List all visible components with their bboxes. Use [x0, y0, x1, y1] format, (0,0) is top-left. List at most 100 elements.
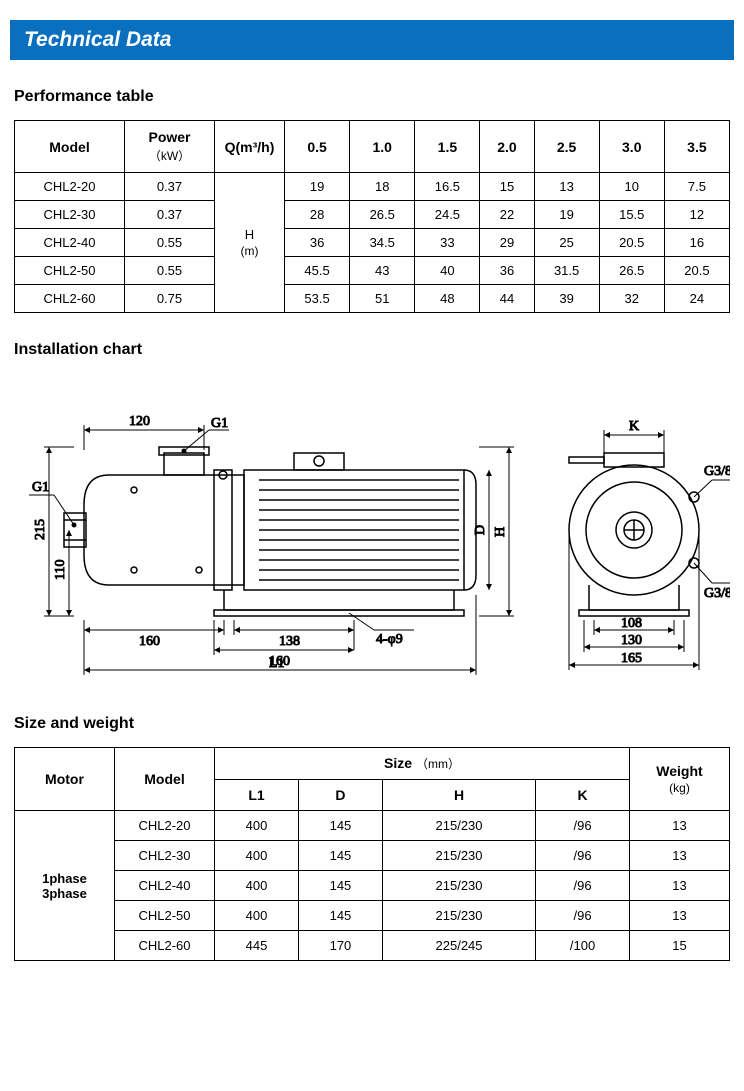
dim-160a: 160 [139, 634, 160, 649]
col-weight: Weight (kg) [630, 748, 730, 811]
dim-L1: L1 [269, 656, 285, 671]
banner-title: Technical Data [10, 20, 734, 60]
cell: 33 [415, 229, 480, 257]
cell: 25 [534, 229, 599, 257]
cell: 0.75 [125, 285, 215, 313]
cell: 28 [285, 201, 350, 229]
col-q: Q(m³/h) [215, 121, 285, 173]
cell: 26.5 [599, 257, 664, 285]
cell: CHL2-20 [115, 811, 215, 841]
cell: 7.5 [664, 173, 729, 201]
cell: 40 [415, 257, 480, 285]
cell: CHL2-20 [15, 173, 125, 201]
cell: 32 [599, 285, 664, 313]
perf-heading: Performance table [14, 88, 730, 106]
cell: CHL2-30 [115, 841, 215, 871]
cell: /96 [536, 811, 630, 841]
cell: 39 [534, 285, 599, 313]
col-model: Model [115, 748, 215, 811]
cell: 215/230 [382, 811, 535, 841]
cell: 53.5 [285, 285, 350, 313]
table-row: CHL2-50 0.55 45.5 43 40 36 31.5 26.5 20.… [15, 257, 730, 285]
cell: 24.5 [415, 201, 480, 229]
cell: CHL2-60 [115, 931, 215, 961]
cell: 20.5 [599, 229, 664, 257]
dim-108: 108 [621, 616, 642, 631]
cell: 215/230 [382, 871, 535, 901]
cell: /96 [536, 841, 630, 871]
cell: CHL2-40 [15, 229, 125, 257]
cell: 15 [480, 173, 534, 201]
cell: 16.5 [415, 173, 480, 201]
col-K: K [536, 780, 630, 811]
cell: 44 [480, 285, 534, 313]
performance-table: Model Power （kW） Q(m³/h) 0.5 1.0 1.5 2.0… [14, 120, 730, 313]
cell: 170 [298, 931, 382, 961]
cell: 20.5 [664, 257, 729, 285]
cell: /96 [536, 901, 630, 931]
cell: 13 [534, 173, 599, 201]
table-row: CHL2-60 0.75 53.5 51 48 44 39 32 24 [15, 285, 730, 313]
col-motor: Motor [15, 748, 115, 811]
cell: 145 [298, 841, 382, 871]
size-unit: （mm） [416, 757, 460, 771]
cell: 0.37 [125, 173, 215, 201]
cell: 24 [664, 285, 729, 313]
cell: 400 [215, 841, 299, 871]
label-g1-top: G1 [211, 416, 228, 431]
size-heading: Size and weight [14, 715, 730, 733]
cell: 29 [480, 229, 534, 257]
cell: CHL2-50 [15, 257, 125, 285]
dim-138: 138 [279, 634, 300, 649]
cell: 19 [534, 201, 599, 229]
table-row: CHL2-40 400 145 215/230 /96 13 [15, 871, 730, 901]
table-row: CHL2-40 0.55 36 34.5 33 29 25 20.5 16 [15, 229, 730, 257]
cell: 215/230 [382, 841, 535, 871]
col-power-unit: （kW） [129, 147, 210, 164]
label-g1-left: G1 [32, 480, 49, 495]
cell: 445 [215, 931, 299, 961]
cell: 13 [630, 811, 730, 841]
cell: 400 [215, 811, 299, 841]
h-unit: (m) [219, 244, 280, 258]
label-holes: 4-φ9 [376, 632, 403, 647]
col-f1: 1.0 [350, 121, 415, 173]
cell: 225/245 [382, 931, 535, 961]
cell: 400 [215, 871, 299, 901]
col-f5: 3.0 [599, 121, 664, 173]
dim-215: 215 [33, 519, 48, 540]
table-row: 1phase 3phase CHL2-20 400 145 215/230 /9… [15, 811, 730, 841]
size-label: Size [384, 755, 412, 771]
cell: 145 [298, 871, 382, 901]
cell: 36 [285, 229, 350, 257]
cell: 0.55 [125, 229, 215, 257]
table-row: CHL2-30 400 145 215/230 /96 13 [15, 841, 730, 871]
cell: 145 [298, 901, 382, 931]
col-f6: 3.5 [664, 121, 729, 173]
cell: CHL2-60 [15, 285, 125, 313]
cell: 12 [664, 201, 729, 229]
dim-K: K [629, 419, 639, 434]
weight-unit: (kg) [669, 781, 690, 795]
install-heading: Installation chart [14, 341, 730, 359]
dim-130: 130 [621, 633, 642, 648]
col-power: Power （kW） [125, 121, 215, 173]
cell: 0.55 [125, 257, 215, 285]
cell: 22 [480, 201, 534, 229]
cell: 51 [350, 285, 415, 313]
cell: 0.37 [125, 201, 215, 229]
cell: 31.5 [534, 257, 599, 285]
dim-D: D [473, 525, 488, 535]
cell: /96 [536, 871, 630, 901]
cell: 34.5 [350, 229, 415, 257]
cell: 13 [630, 841, 730, 871]
cell: 15.5 [599, 201, 664, 229]
cell: 13 [630, 901, 730, 931]
col-model: Model [15, 121, 125, 173]
motor-cell: 1phase 3phase [15, 811, 115, 961]
cell: 45.5 [285, 257, 350, 285]
dim-165: 165 [621, 651, 642, 666]
h-label: H [245, 227, 254, 242]
cell: 19 [285, 173, 350, 201]
col-power-label: Power [148, 129, 190, 145]
